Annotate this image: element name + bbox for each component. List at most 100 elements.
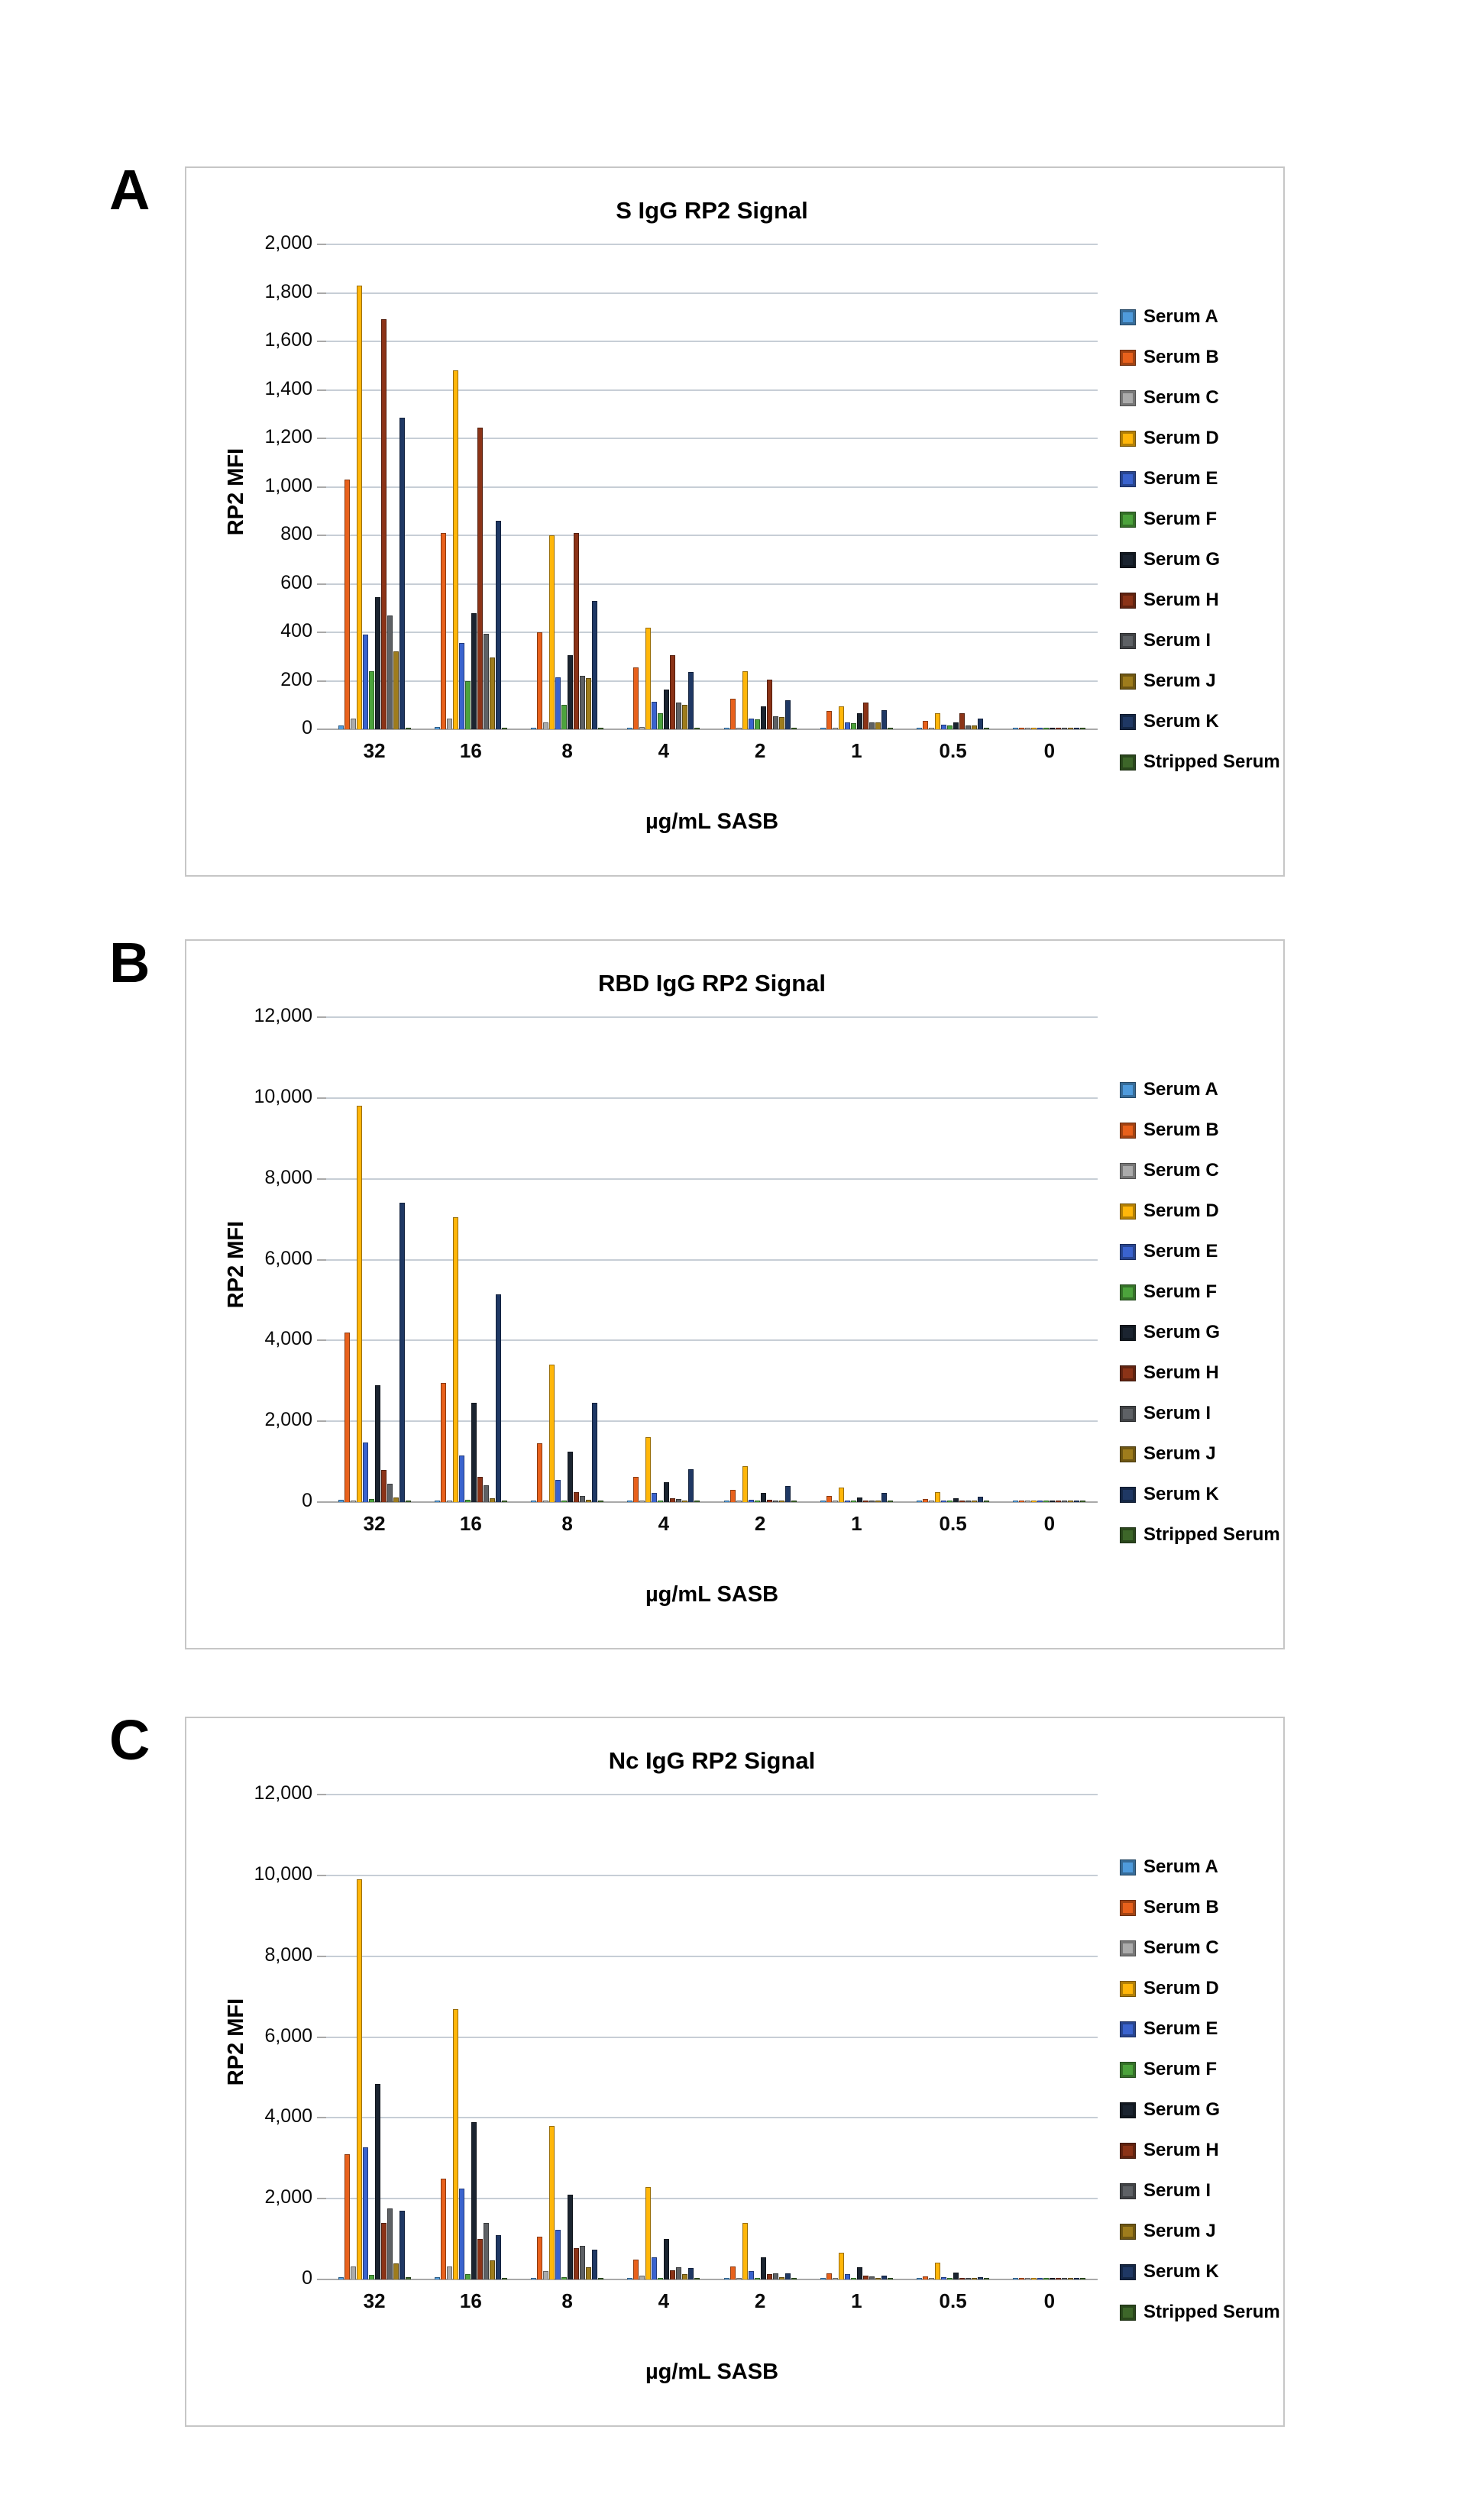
y-tick-label-b-8-000: 8,000: [264, 1166, 312, 1188]
bar-c-serum-c-0-5: [929, 2278, 935, 2279]
bar-b-serum-g-16: [471, 1403, 477, 1502]
bar-group-c-4: [616, 1795, 712, 2279]
bar-a-serum-j-0-5: [972, 725, 978, 729]
legend-swatch-c-serum-e: [1120, 2021, 1136, 2037]
bar-a-serum-c-16: [446, 718, 452, 729]
x-tick-label-b-32: 32: [363, 1512, 386, 1535]
bar-group-b-16: [422, 1017, 519, 1502]
bar-c-serum-c-1: [832, 2278, 838, 2279]
y-tickmark-c-0: [317, 2279, 326, 2280]
legend-label-c-serum-b: Serum B: [1143, 1897, 1219, 1917]
bar-b-serum-h-0-5: [959, 1501, 966, 1502]
bar-c-serum-g-4: [664, 2239, 670, 2279]
y-tick-label-b-12-000: 12,000: [254, 1005, 312, 1026]
legend-label-b-serum-g: Serum G: [1143, 1322, 1221, 1342]
gridline-a-1-800: [326, 292, 1098, 294]
bar-c-serum-d-4: [645, 2187, 652, 2279]
bar-b-serum-k-32: [399, 1203, 405, 1502]
bar-b-serum-b-0-5: [923, 1498, 929, 1502]
bar-b-serum-d-16: [452, 1216, 458, 1502]
bar-a-serum-d-16: [452, 370, 458, 729]
x-tick-label-c-0: 0: [1043, 2289, 1056, 2312]
bar-a-serum-b-32: [344, 480, 350, 729]
legend-item-b-serum-d: Serum D: [1120, 1200, 1280, 1221]
bar-cluster-b-4: [627, 1017, 700, 1502]
bar-c-serum-b-16: [440, 2178, 446, 2279]
plot-area-c: 12,000 10,000 8,000 6,000 4,000 2,000 0: [254, 1782, 1098, 2289]
legend-item-c-serum-e: Serum E: [1120, 2018, 1280, 2039]
y-tick-label-a-1-400: 1,400: [264, 377, 312, 399]
bar-b-serum-c-0: [1025, 1501, 1031, 1502]
bar-c-stripped-serum-0-5: [984, 2278, 990, 2279]
x-tick-labels-c: 32 16 8 4 2 1 0.5 0: [326, 2289, 1098, 2313]
legend-item-b-serum-f: Serum F: [1120, 1281, 1280, 1302]
legend-label-c-serum-a: Serum A: [1143, 1856, 1218, 1877]
legend-label-c-stripped-serum: Stripped Serum: [1143, 2302, 1280, 2322]
bar-b-stripped-serum-2: [791, 1501, 797, 1502]
bar-a-serum-e-32: [362, 635, 368, 729]
panel-b: RBD IgG RP2 Signal RP2 MFI 12,000 10,000 8,0…: [185, 939, 1285, 1649]
bar-c-serum-i-1: [868, 2276, 875, 2279]
bar-b-serum-g-32: [374, 1384, 380, 1502]
legend-item-c-stripped-serum: Stripped Serum: [1120, 2302, 1280, 2322]
bar-b-serum-c-8: [543, 1501, 549, 1502]
bar-a-serum-b-8: [537, 632, 543, 729]
bar-a-serum-f-1: [850, 723, 856, 729]
y-tickmark-b-12-000: [317, 1016, 326, 1018]
bar-a-serum-b-2: [729, 699, 736, 729]
bar-groups-c: [326, 1795, 1098, 2279]
legend-item-a-serum-f: Serum F: [1120, 509, 1280, 529]
legend-label-b-serum-j: Serum J: [1143, 1443, 1216, 1464]
x-tick-label-b-2: 2: [754, 1512, 766, 1535]
bar-c-serum-a-16: [434, 2277, 440, 2279]
y-tickmark-b-6-000: [317, 1258, 326, 1261]
x-tick-label-a-0: 0: [1043, 739, 1056, 762]
gridline-a-200: [326, 680, 1098, 682]
bar-c-stripped-serum-4: [694, 2278, 700, 2279]
bar-b-serum-c-0-5: [929, 1501, 935, 1502]
bar-a-serum-f-32: [368, 670, 374, 729]
bar-b-serum-d-2: [742, 1466, 748, 1502]
y-tickmark-a-2-000: [317, 244, 326, 245]
bar-a-serum-i-8: [580, 676, 586, 729]
legend-swatch-c-stripped-serum: [1120, 2304, 1136, 2321]
bar-a-serum-k-32: [399, 418, 405, 729]
x-axis-line-b: [326, 1501, 1098, 1503]
bar-b-serum-g-2: [760, 1493, 766, 1502]
gridline-a-1-000: [326, 486, 1098, 488]
bar-c-serum-k-1: [881, 2276, 887, 2279]
gridline-c-2-000: [326, 2198, 1098, 2200]
legend-item-a-serum-k: Serum K: [1120, 711, 1280, 732]
x-tick-label-c-16: 16: [459, 2289, 482, 2312]
bar-c-serum-c-0: [1025, 2278, 1031, 2279]
legend-label-b-serum-k: Serum K: [1143, 1484, 1219, 1504]
bar-cluster-a-32: [338, 244, 411, 729]
bar-c-serum-c-4: [639, 2276, 645, 2279]
bar-a-serum-i-0: [1062, 728, 1068, 729]
bar-b-serum-k-1: [881, 1492, 887, 1502]
bar-b-serum-g-0: [1050, 1501, 1056, 1502]
bar-b-stripped-serum-8: [598, 1501, 604, 1502]
y-tick-label-a-1-600: 1,600: [264, 329, 312, 351]
legend-item-b-serum-b: Serum B: [1120, 1119, 1280, 1140]
bar-c-stripped-serum-2: [791, 2278, 797, 2279]
y-tick-label-b-2-000: 2,000: [264, 1409, 312, 1431]
y-tick-label-c-6-000: 6,000: [264, 2024, 312, 2047]
legend-swatch-a-serum-g: [1120, 551, 1136, 568]
y-tickmark-a-400: [317, 632, 326, 633]
y-tick-label-b-0: 0: [302, 1490, 312, 1511]
y-tickmark-c-8-000: [317, 1955, 326, 1957]
y-tickmark-b-2-000: [317, 1420, 326, 1423]
bar-c-serum-i-4: [676, 2267, 682, 2279]
bar-b-serum-f-1: [850, 1501, 856, 1502]
bar-a-serum-e-0: [1037, 728, 1043, 729]
bar-a-serum-e-8: [555, 677, 561, 729]
gridline-b-12-000: [326, 1016, 1098, 1018]
bar-c-serum-a-0: [1013, 2278, 1019, 2279]
bar-a-serum-c-4: [639, 726, 645, 729]
bar-b-serum-d-0-5: [935, 1491, 941, 1502]
bar-b-serum-a-1: [820, 1501, 826, 1502]
bar-b-serum-i-1: [868, 1501, 875, 1502]
bar-a-serum-e-1: [844, 722, 850, 729]
legend-swatch-a-serum-f: [1120, 511, 1136, 528]
